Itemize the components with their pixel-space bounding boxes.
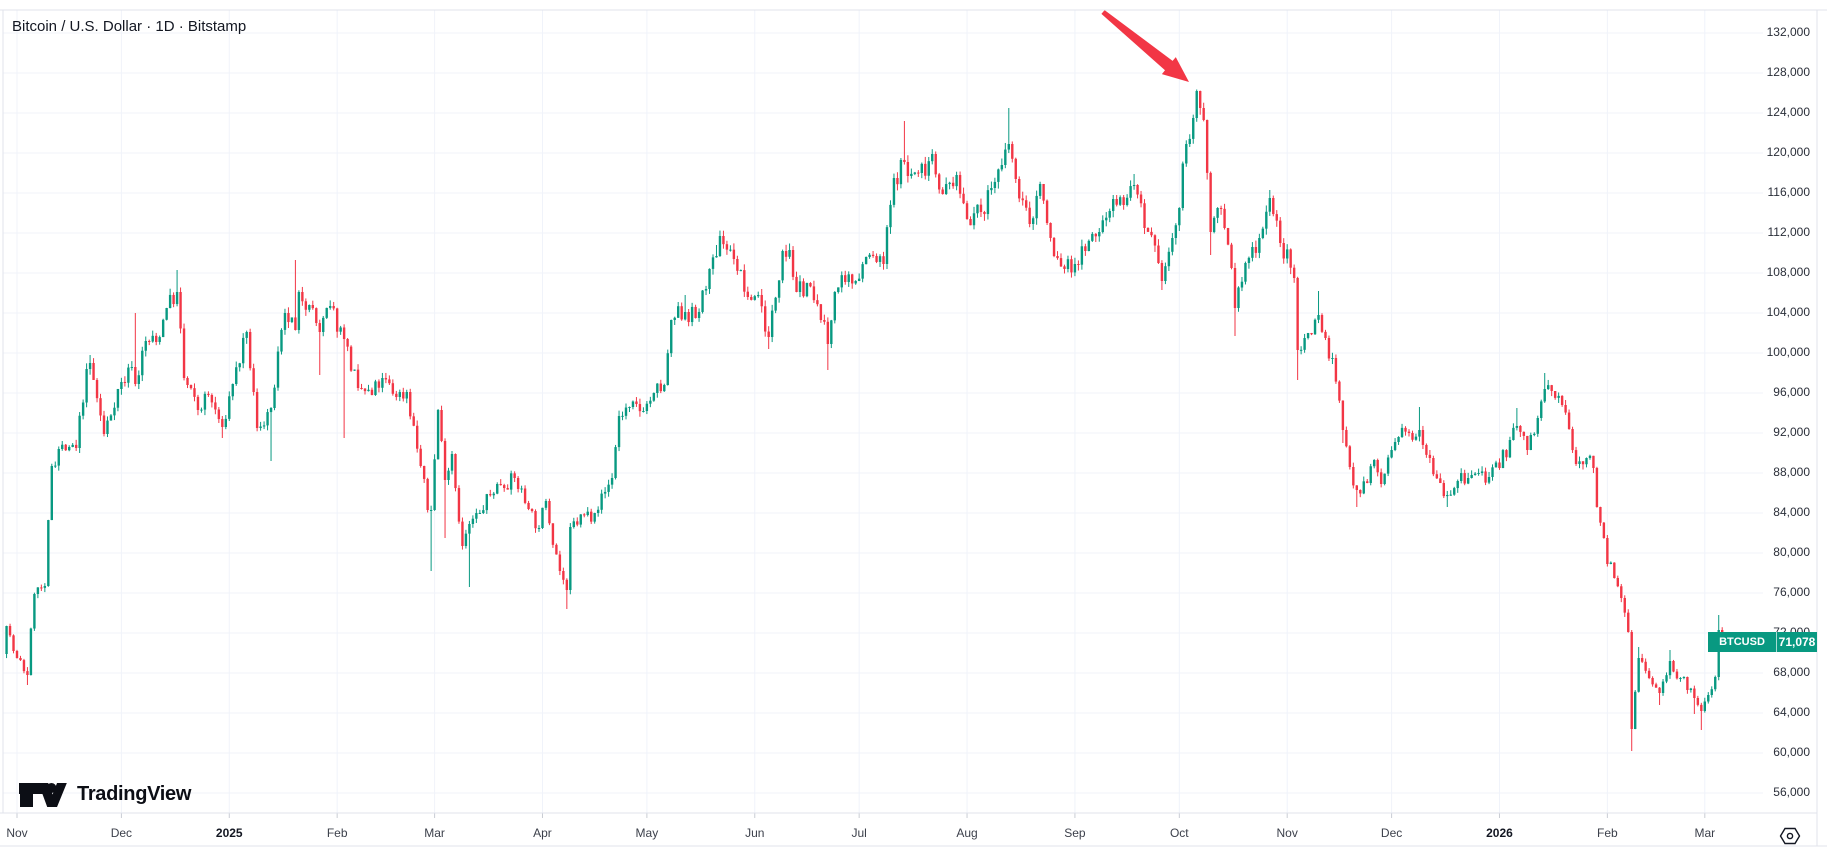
- price-tick-label: 100,000: [1766, 345, 1810, 359]
- price-tick-label: 68,000: [1773, 665, 1810, 679]
- price-tick-label: 56,000: [1773, 785, 1810, 799]
- month-tick-label: Nov: [1276, 826, 1298, 840]
- price-tick-label: 76,000: [1773, 585, 1810, 599]
- eye-hexagon-icon[interactable]: [1777, 826, 1803, 846]
- last-price-tag: BTCUSD 71,078: [1708, 632, 1817, 652]
- month-tick-label: Oct: [1169, 826, 1189, 840]
- price-tick-label: 116,000: [1767, 185, 1811, 199]
- arrow-annotation[interactable]: [1101, 10, 1189, 83]
- month-tick-label: Mar: [424, 826, 445, 840]
- price-tick-label: 92,000: [1773, 425, 1810, 439]
- tradingview-logo-text: TradingView: [77, 782, 192, 805]
- price-tick-label: 120,000: [1766, 145, 1810, 159]
- price-tick-label: 60,000: [1773, 745, 1810, 759]
- price-tick-label: 128,000: [1766, 65, 1810, 79]
- month-tick-label: Apr: [533, 826, 552, 840]
- month-tick-label: Mar: [1694, 826, 1716, 840]
- price-tick-label: 64,000: [1773, 705, 1810, 719]
- last-price-tag-value: 71,078: [1777, 632, 1817, 652]
- month-tick-label: Jun: [745, 826, 765, 840]
- price-tick-label: 112,000: [1767, 225, 1811, 239]
- month-tick-label: May: [635, 826, 659, 840]
- month-tick-label: Feb: [326, 826, 348, 840]
- price-tick-label: 104,000: [1766, 305, 1810, 319]
- tradingview-logo[interactable]: TradingView: [18, 780, 191, 808]
- month-tick-label: Dec: [1380, 826, 1403, 840]
- price-tick-label: 96,000: [1773, 385, 1810, 399]
- month-tick-label: Dec: [110, 826, 133, 840]
- month-tick-label: Jul: [851, 826, 867, 840]
- price-tick-label: 88,000: [1773, 465, 1810, 479]
- price-tick-label: 132,000: [1766, 25, 1810, 39]
- price-tick-label: 124,000: [1766, 105, 1810, 119]
- price-tick-label: 108,000: [1766, 265, 1810, 279]
- last-price-tag-symbol: BTCUSD: [1708, 632, 1777, 652]
- month-tick-label: Sep: [1064, 826, 1086, 840]
- month-tick-label: Nov: [6, 826, 28, 840]
- tradingview-logo-icon: [19, 783, 67, 807]
- symbol-title[interactable]: Bitcoin / U.S. Dollar · 1D · Bitstamp: [12, 18, 247, 35]
- month-tick-label: 2026: [1486, 826, 1513, 840]
- price-tick-label: 84,000: [1773, 505, 1810, 519]
- month-tick-label: 2025: [215, 826, 243, 840]
- price-tick-label: 80,000: [1773, 545, 1810, 559]
- month-tick-label: Aug: [956, 826, 978, 840]
- month-tick-label: Feb: [1597, 826, 1618, 840]
